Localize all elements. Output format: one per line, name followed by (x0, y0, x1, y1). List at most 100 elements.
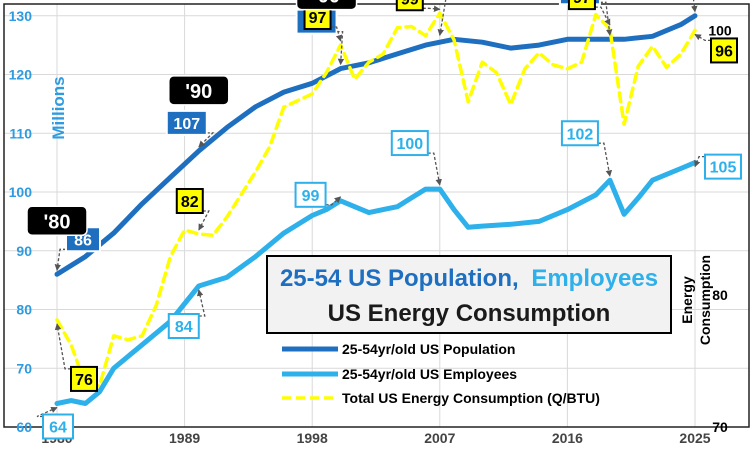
legend-label-energy: Total US Energy Consumption (Q/BTU) (342, 390, 600, 406)
value-label-box (294, 181, 327, 208)
value-label-light: 84 (167, 289, 206, 339)
year-marker-box (295, 0, 358, 11)
value-label-light: 105 (694, 153, 742, 180)
value-label-text: 82 (181, 194, 199, 211)
value-label-arrow (594, 6, 611, 26)
x-tick-label: 1998 (297, 430, 328, 446)
value-label-light: 64 (36, 406, 74, 440)
value-label-arrow (36, 406, 58, 418)
value-label-text: 100 (396, 136, 423, 153)
title-box: 25-54 US Population, Employees US Energy… (266, 255, 672, 334)
y-left-tick-label: 70 (16, 360, 32, 376)
value-label-yellow: 97 (567, 0, 611, 26)
year-marker-text: '90 (185, 81, 212, 103)
legend: 25-54yr/old US Population 25-54yr/old US… (282, 341, 600, 406)
value-label-arrow (330, 26, 343, 42)
y-left-tick-label: 80 (16, 302, 32, 318)
value-label-yellow: 82 (175, 188, 210, 231)
value-label-box (704, 153, 742, 180)
value-label-arrow (694, 33, 711, 42)
series-line-employees (54, 160, 698, 406)
value-label-text: 96 (715, 43, 733, 60)
value-label-box (175, 188, 204, 215)
value-label-box (70, 365, 98, 392)
value-label-text: 97 (573, 0, 591, 7)
y-left-tick-label: 120 (9, 67, 33, 83)
year-marker: '80 (26, 205, 88, 236)
value-label-arrow (694, 155, 705, 168)
value-label-light: 100 (390, 130, 442, 186)
value-label-text: 107 (173, 116, 200, 133)
value-label-box (567, 0, 596, 11)
value-label-arrow (54, 248, 66, 271)
value-label-yellow: 76 (54, 323, 98, 392)
value-label-arrow (325, 196, 342, 206)
value-label-box (710, 37, 738, 64)
y-right-tick-label: 100 (708, 22, 732, 38)
value-label-text: 99 (302, 188, 320, 205)
value-label-box (395, 0, 424, 12)
value-label-arrow (336, 30, 345, 66)
y-left-tick-label: 60 (16, 419, 32, 435)
value-label-arrow (437, 0, 447, 36)
value-label-box (390, 130, 429, 157)
value-label-arrow (427, 152, 442, 186)
value-label-dark: 107 (165, 109, 215, 148)
value-label-arrow (422, 5, 441, 13)
value-label-text: 99 (401, 0, 419, 8)
value-label-text: 84 (175, 319, 193, 336)
value-label-text: 105 (710, 160, 737, 177)
value-label-text: 76 (75, 372, 93, 389)
legend-label-population: 25-54yr/old US Population (342, 341, 515, 357)
year-marker: '90 (168, 75, 230, 106)
series-line-population (54, 13, 698, 277)
value-label-text: 64 (49, 420, 67, 437)
y-right-tick-label: 70 (712, 419, 728, 435)
year-marker-text: '00 (313, 0, 340, 8)
value-label-box (560, 120, 599, 147)
value-label-text: 102 (567, 126, 594, 143)
left-axis-label: Millions (49, 76, 68, 139)
year-marker-box (168, 75, 230, 106)
value-label-arrow (198, 210, 210, 231)
gridlines (4, 4, 749, 428)
value-label-box (167, 313, 200, 339)
series-line-energy (55, 11, 697, 388)
value-label-light: 102 (560, 120, 613, 177)
plot-frame (3, 3, 750, 428)
value-label-arrow (198, 132, 215, 148)
value-label-yellow: 96 (694, 33, 738, 64)
value-label-box (42, 413, 74, 440)
y-left-tick-label: 100 (9, 184, 33, 200)
x-tick-label: 2007 (424, 430, 455, 446)
x-tick-label: 2016 (552, 430, 583, 446)
title-suffix: Employees (531, 265, 658, 292)
x-tick-label: 2025 (679, 430, 710, 446)
value-label-arrow (599, 1, 613, 36)
title-box-frame (266, 255, 672, 334)
y-left-tick-label: 110 (9, 125, 32, 141)
value-label-yellow: 99 (395, 0, 441, 13)
legend-label-employees: 25-54yr/old US Employees (342, 366, 517, 382)
right-axis-label-line2: Consumption (697, 255, 713, 345)
y-right-tick-label: 80 (712, 287, 728, 303)
value-label-light: 99 (294, 181, 342, 208)
chart-title-line2: US Energy Consumption (328, 300, 611, 327)
value-label-text: 86 (74, 232, 92, 249)
value-label-arrow (597, 142, 613, 177)
y-left-tick-label: 90 (16, 243, 32, 259)
x-tick-label: 1989 (169, 430, 200, 446)
value-label-text: 97 (309, 10, 327, 27)
year-marker-box (26, 205, 88, 236)
value-label-arrow (196, 289, 206, 317)
value-label-arrow (54, 323, 71, 370)
year-marker: '00 (295, 0, 358, 11)
value-label-box (165, 109, 208, 136)
value-label-dark: 126 (437, 0, 447, 36)
chart-title-line1: 25-54 US Population, Employees (280, 265, 658, 292)
y-left-tick-label: 130 (9, 8, 33, 24)
year-marker-text: '80 (43, 211, 70, 233)
